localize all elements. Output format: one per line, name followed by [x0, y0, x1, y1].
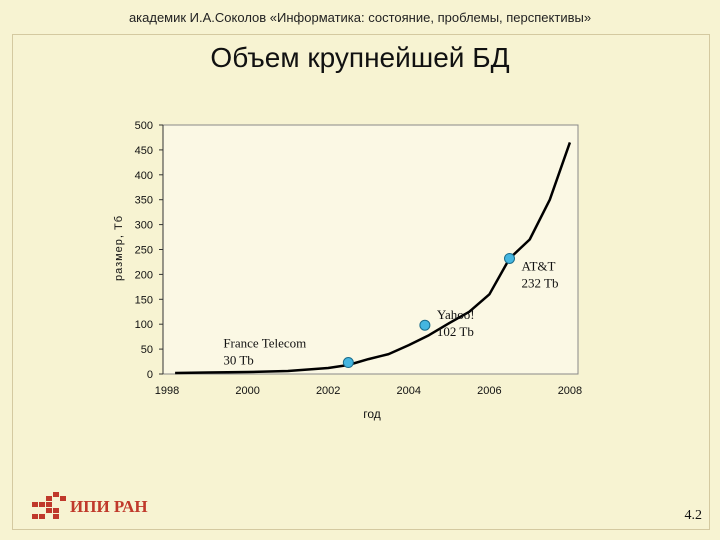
- data-label: 102 Tb: [437, 324, 474, 339]
- plot-area: 0 50 100 150 200 250 300 350 400 450 500 1998 2000 20…: [135, 120, 583, 397]
- y-tick-label: 50: [141, 344, 153, 356]
- data-point-marker: [419, 319, 431, 331]
- y-tick-label: 0: [147, 369, 153, 381]
- y-tick-label: 450: [135, 145, 153, 157]
- series-line: [175, 141, 572, 375]
- y-tick-label: 300: [135, 220, 153, 232]
- data-label: AT&T: [522, 258, 556, 273]
- data-label: Yahoo!: [437, 307, 475, 322]
- y-tick-label: 500: [135, 120, 153, 132]
- plot-border: [162, 124, 579, 375]
- y-tick-label: 200: [135, 269, 153, 281]
- y-tick-label: 150: [135, 294, 153, 306]
- x-tick-label: 1998: [155, 385, 179, 397]
- y-tick-label: 350: [135, 195, 153, 207]
- ipi-ran-logo: [32, 492, 142, 524]
- data-label: 232 Tb: [522, 275, 559, 290]
- y-tick-label: 100: [135, 319, 153, 331]
- data-point-marker: [504, 252, 516, 264]
- x-tick-label: 2000: [235, 385, 259, 397]
- y-axis-label: размер, Тб: [113, 215, 125, 281]
- x-tick-label: 2002: [316, 385, 340, 397]
- data-point-marker: [342, 357, 354, 369]
- header-text: академик И.А.Соколов «Информатика: состо…: [128, 10, 592, 25]
- slide-frame: [12, 34, 710, 530]
- slide-title: Объем крупнейшей БД: [210, 42, 510, 73]
- x-tick-label: 2008: [558, 385, 582, 397]
- y-tick-label: 400: [135, 170, 153, 182]
- x-axis-label: год: [363, 407, 381, 421]
- y-tick-label: 250: [135, 245, 153, 257]
- ipi-ran-logo-icon: [32, 492, 66, 519]
- data-label: 30 Tb: [223, 353, 253, 368]
- page-number: 4.2: [684, 508, 703, 523]
- x-tick-label: 2004: [397, 385, 421, 397]
- x-tick-label: 2006: [477, 385, 501, 397]
- data-label: France Telecom: [223, 336, 306, 351]
- logo-text: ИПИ РАН: [70, 497, 148, 516]
